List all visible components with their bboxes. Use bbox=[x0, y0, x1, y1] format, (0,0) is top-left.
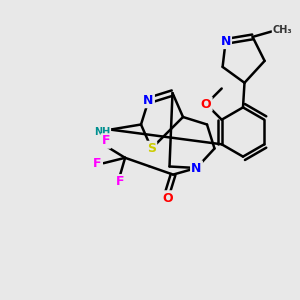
Text: S: S bbox=[147, 142, 156, 155]
Text: F: F bbox=[116, 175, 124, 188]
Text: N: N bbox=[143, 94, 154, 107]
Text: NH: NH bbox=[94, 127, 110, 137]
Text: O: O bbox=[162, 191, 173, 205]
Text: O: O bbox=[201, 98, 212, 111]
Text: CH₃: CH₃ bbox=[273, 25, 292, 35]
Text: N: N bbox=[220, 35, 231, 48]
Text: N: N bbox=[191, 161, 202, 175]
Text: F: F bbox=[102, 134, 110, 148]
Text: F: F bbox=[93, 157, 102, 170]
